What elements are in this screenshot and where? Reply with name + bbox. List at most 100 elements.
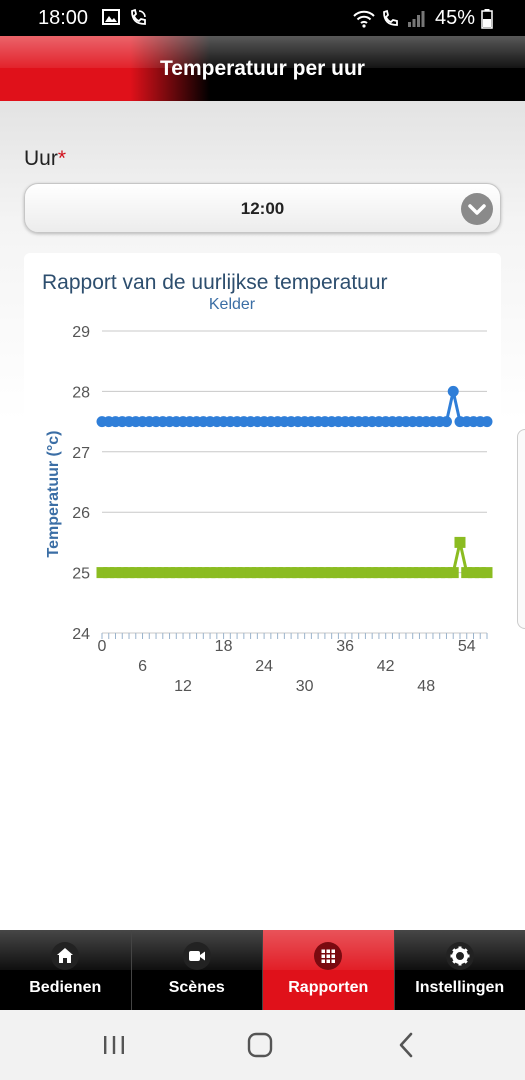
data-point (461, 567, 473, 579)
data-point (467, 567, 479, 579)
data-point (332, 567, 344, 579)
main-content: Uur* 12:00 Rapport van de uurlijkse temp… (0, 101, 525, 1080)
volte-icon (383, 9, 398, 26)
home-button-icon[interactable] (245, 1030, 275, 1060)
y-tick-label: 26 (72, 505, 90, 522)
x-tick-label: 12 (174, 678, 192, 695)
data-point (447, 567, 459, 579)
data-point (346, 567, 358, 579)
data-point (339, 567, 351, 579)
data-point (400, 567, 412, 579)
edge-panel-handle[interactable] (517, 429, 525, 629)
nav-tab-label: Instellingen (415, 979, 505, 996)
data-point (353, 567, 365, 579)
grid-icon (314, 942, 343, 970)
data-point (251, 567, 263, 579)
data-point (285, 567, 297, 579)
data-point (272, 567, 284, 579)
chart-card: Rapport van de uurlijkse temperatuur Kel… (24, 253, 501, 1080)
data-point (110, 567, 122, 579)
chart-subtitle: Kelder (208, 296, 256, 313)
recent-apps-icon[interactable] (99, 1030, 129, 1060)
wifi-call-icon (131, 8, 146, 25)
bottom-nav: Bedienen Scènes Rapporten Instellingen (0, 930, 525, 1010)
required-mark: * (57, 147, 67, 170)
nav-tab-bedienen[interactable]: Bedienen (0, 930, 132, 1010)
data-point (150, 567, 162, 579)
x-tick-label: 54 (458, 638, 476, 655)
data-point (319, 567, 331, 579)
data-point (299, 567, 311, 579)
data-point (427, 567, 439, 579)
data-point (440, 567, 452, 579)
y-tick-label: 28 (72, 384, 90, 401)
status-time: 18:00 (38, 7, 89, 29)
status-bar: 18:00 45% (0, 0, 525, 36)
nav-tab-label: Scènes (168, 979, 225, 996)
data-point (224, 567, 236, 579)
data-point (265, 567, 277, 579)
data-point (407, 567, 419, 579)
data-point (123, 567, 135, 579)
data-point (157, 567, 169, 579)
data-point (184, 567, 196, 579)
data-point (258, 567, 270, 579)
data-point (312, 567, 324, 579)
nav-tab-rapporten[interactable]: Rapporten (263, 930, 395, 1010)
chart-title: Rapport van de uurlijkse temperatuur (42, 271, 388, 294)
wifi-icon (353, 10, 375, 28)
x-tick-label: 48 (417, 678, 435, 695)
data-point (366, 567, 378, 579)
system-navigation-bar (0, 1010, 525, 1080)
data-point (373, 567, 385, 579)
data-point (177, 567, 189, 579)
data-point (197, 567, 209, 579)
x-tick-label: 30 (296, 678, 314, 695)
x-tick-label: 24 (255, 658, 273, 675)
temperature-chart: 24 25 26 27 28 29 Temperatuur (°c) 0 6 12 18 24 30 36… (45, 324, 493, 695)
nav-tab-scnes[interactable]: Scènes (131, 930, 263, 1010)
x-tick-label: 42 (377, 658, 395, 675)
data-point (481, 567, 493, 579)
app-header: Temperatuur per uur (0, 36, 525, 101)
data-point (96, 567, 108, 579)
data-point (170, 567, 182, 579)
battery-icon (481, 8, 493, 29)
data-point (380, 567, 392, 579)
data-point (231, 567, 243, 579)
home-icon (51, 942, 80, 970)
nav-tab-label: Bedienen (29, 979, 102, 996)
data-point (292, 567, 304, 579)
y-tick-label: 24 (72, 626, 90, 643)
battery-level: 45% (434, 7, 475, 29)
data-point (164, 567, 176, 579)
data-point (440, 416, 452, 428)
gear-icon (445, 942, 474, 970)
data-point (103, 567, 115, 579)
data-point (137, 567, 149, 579)
data-point (130, 567, 142, 579)
data-point (454, 536, 466, 548)
x-tick-label: 0 (98, 638, 107, 655)
data-point (218, 567, 230, 579)
data-point (447, 385, 459, 397)
hour-select[interactable]: 12:00 (24, 183, 501, 233)
data-point (245, 567, 257, 579)
data-point (474, 567, 486, 579)
hour-label: Uur* (24, 147, 67, 170)
nav-tab-label: Rapporten (288, 979, 369, 996)
data-point (386, 567, 398, 579)
nav-tab-instellingen[interactable]: Instellingen (394, 930, 525, 1010)
data-point (305, 567, 317, 579)
video-camera-icon (182, 942, 211, 970)
signal-icon (407, 10, 425, 27)
x-tick-label: 18 (215, 638, 233, 655)
x-tick-label: 36 (336, 638, 354, 655)
data-point (211, 567, 223, 579)
back-icon[interactable] (392, 1030, 422, 1060)
data-point (359, 567, 371, 579)
chevron-down-icon[interactable] (461, 193, 493, 225)
y-tick-label: 25 (72, 566, 90, 583)
data-point (393, 567, 405, 579)
data-point (434, 567, 446, 579)
